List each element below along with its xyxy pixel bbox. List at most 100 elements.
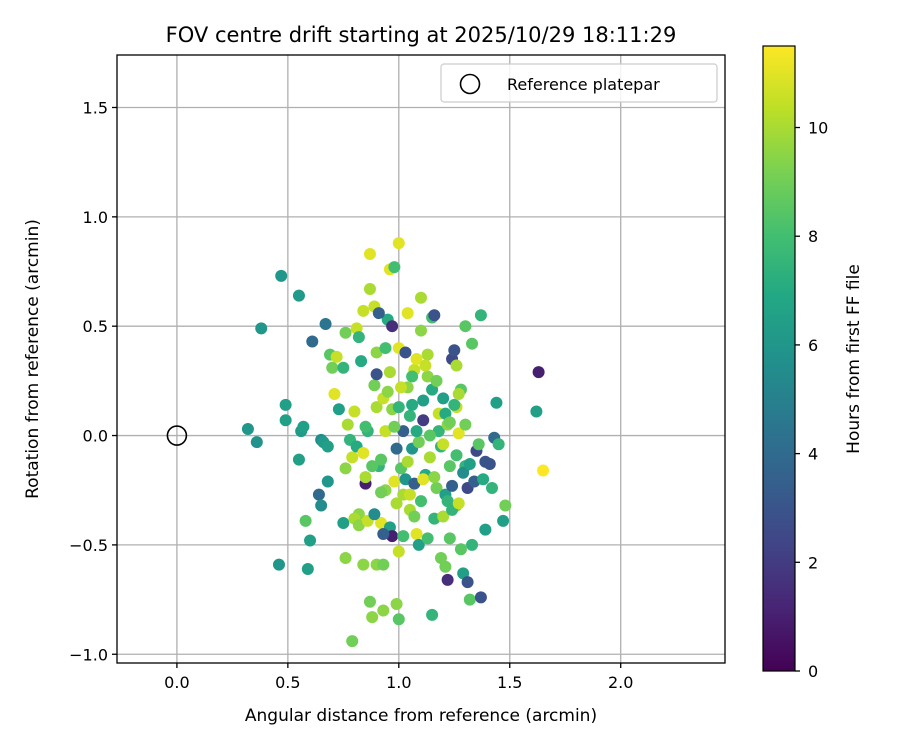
data-point xyxy=(532,366,545,379)
data-point xyxy=(279,398,292,411)
colorbar-tick-label: 0 xyxy=(808,662,818,681)
data-point xyxy=(421,370,434,383)
data-point xyxy=(490,396,503,409)
data-point xyxy=(368,508,381,521)
data-point xyxy=(477,473,490,486)
data-point xyxy=(370,368,383,381)
colorbar: 0 2 4 6 8 10 Hours from first FF file xyxy=(762,45,864,681)
x-tick-label: 0.0 xyxy=(164,673,189,692)
data-point xyxy=(299,514,312,527)
data-point xyxy=(377,558,390,571)
data-point xyxy=(397,530,410,543)
data-point xyxy=(399,473,412,486)
data-point xyxy=(474,591,487,604)
data-point xyxy=(377,604,390,617)
data-point xyxy=(341,418,354,431)
data-point xyxy=(279,414,292,427)
data-point xyxy=(346,635,359,648)
data-point xyxy=(454,543,467,556)
data-point xyxy=(430,374,443,387)
data-point xyxy=(499,499,512,512)
data-point xyxy=(448,398,461,411)
data-point xyxy=(437,510,450,523)
y-tick-label: 1.5 xyxy=(83,98,108,117)
data-point xyxy=(368,379,381,392)
data-point xyxy=(392,613,405,626)
data-point xyxy=(463,457,476,470)
data-point xyxy=(423,429,436,442)
data-point xyxy=(452,497,465,510)
data-point xyxy=(321,475,334,488)
legend-label: Reference platepar xyxy=(507,75,660,94)
y-tick-label: 0.0 xyxy=(83,427,108,446)
colorbar-gradient xyxy=(762,45,796,672)
data-point xyxy=(443,460,456,473)
data-point xyxy=(492,438,505,451)
data-point xyxy=(410,425,423,438)
data-point xyxy=(410,527,423,540)
data-point xyxy=(390,497,403,510)
data-point xyxy=(486,482,499,495)
colorbar-tick-label: 8 xyxy=(808,227,818,246)
data-point xyxy=(415,324,427,337)
data-point xyxy=(459,418,472,431)
data-point xyxy=(388,475,401,488)
data-point xyxy=(452,427,465,440)
data-point xyxy=(457,466,470,479)
x-axis-label: Angular distance from reference (arcmin) xyxy=(245,706,597,726)
data-point xyxy=(392,237,405,250)
y-tick-label: −0.5 xyxy=(69,536,108,555)
data-point xyxy=(452,387,465,400)
data-point xyxy=(301,562,314,575)
x-tick-label: 1.0 xyxy=(386,673,411,692)
data-point xyxy=(408,477,421,490)
colorbar-tick-label: 10 xyxy=(808,119,828,138)
legend-marker xyxy=(459,73,481,95)
data-point xyxy=(406,370,419,383)
data-point xyxy=(432,425,445,438)
y-axis-label: Rotation from reference (arcmin) xyxy=(23,219,43,499)
data-point xyxy=(330,350,343,363)
x-ticks: 0.0 0.5 1.0 1.5 2.0 xyxy=(164,663,633,692)
data-point xyxy=(359,420,372,433)
data-point xyxy=(410,353,423,365)
data-point xyxy=(339,552,352,565)
data-point xyxy=(392,401,405,414)
x-tick-label: 2.0 xyxy=(608,673,633,692)
plot-frame xyxy=(116,54,726,664)
data-point xyxy=(304,534,317,547)
data-point xyxy=(497,514,510,527)
data-point xyxy=(537,464,550,477)
data-point xyxy=(241,422,254,435)
data-point xyxy=(357,447,370,460)
data-point xyxy=(392,545,405,558)
data-point xyxy=(319,318,332,331)
data-point xyxy=(297,420,310,433)
data-point xyxy=(474,309,487,322)
data-point xyxy=(450,359,463,372)
y-tick-label: 0.5 xyxy=(83,317,108,336)
data-point xyxy=(466,337,479,350)
data-point xyxy=(428,309,441,322)
data-point xyxy=(337,517,350,530)
data-point xyxy=(417,473,430,486)
data-point xyxy=(388,261,401,274)
data-point xyxy=(357,304,370,317)
data-point xyxy=(530,405,543,418)
data-point xyxy=(363,283,376,296)
data-point xyxy=(401,307,414,320)
data-point xyxy=(408,510,421,523)
data-point xyxy=(321,440,334,453)
data-points xyxy=(241,237,550,648)
data-point xyxy=(403,409,416,422)
data-point xyxy=(388,420,401,433)
colorbar-tick-label: 6 xyxy=(808,336,818,355)
data-point xyxy=(326,361,339,374)
data-point xyxy=(366,611,379,624)
data-point xyxy=(375,453,388,466)
data-point xyxy=(426,608,439,621)
y-tick-label: −1.0 xyxy=(69,645,108,664)
data-point xyxy=(337,361,350,374)
data-point xyxy=(363,595,376,608)
